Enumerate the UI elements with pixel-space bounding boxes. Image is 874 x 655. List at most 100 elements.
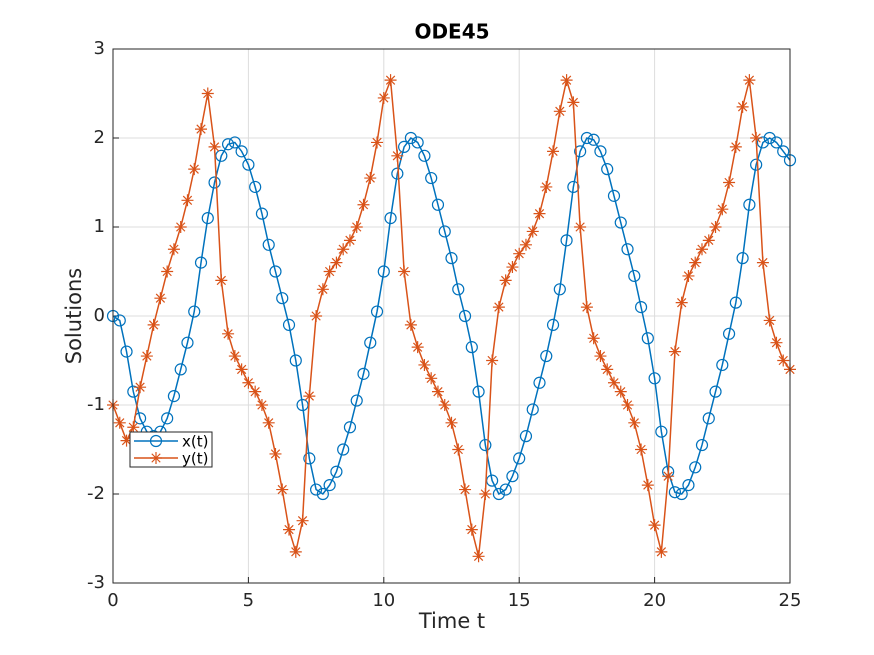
- data-point: [215, 274, 228, 287]
- data-point: [540, 349, 553, 363]
- data-point: [743, 74, 756, 87]
- data-point: [269, 265, 282, 278]
- data-point: [567, 96, 580, 109]
- data-point: [221, 138, 235, 151]
- series: [106, 131, 797, 501]
- data-point: [594, 145, 607, 158]
- data-point: [750, 132, 763, 144]
- data-point: [533, 207, 546, 220]
- data-point: [167, 390, 181, 403]
- data-point: [506, 261, 519, 274]
- data-point: [283, 523, 296, 536]
- data-point: [330, 256, 343, 269]
- data-point: [154, 292, 167, 305]
- series: [107, 74, 796, 563]
- data-point: [601, 163, 614, 176]
- data-point: [188, 305, 201, 318]
- data-point: [729, 140, 742, 153]
- y-tick-label: 2: [94, 127, 105, 148]
- data-point: [607, 189, 621, 202]
- data-point: [404, 318, 417, 331]
- data-point: [316, 283, 329, 296]
- data-point: [709, 221, 722, 233]
- data-point: [553, 283, 566, 296]
- data-point: [519, 430, 533, 443]
- x-tick-label: 5: [243, 590, 254, 611]
- data-point: [364, 172, 377, 185]
- data-point: [147, 318, 160, 331]
- y-tick-label: -3: [87, 572, 105, 593]
- data-point: [418, 358, 431, 371]
- data-point: [161, 412, 174, 425]
- data-point: [296, 514, 309, 527]
- data-point: [560, 74, 573, 87]
- data-point: [479, 438, 492, 452]
- data-point: [655, 425, 668, 438]
- data-point: [249, 180, 262, 194]
- data-point: [716, 203, 729, 216]
- data-point: [445, 416, 458, 429]
- data-point: [398, 265, 411, 278]
- y-tick-label: -2: [87, 483, 105, 504]
- data-point: [357, 367, 370, 380]
- data-point: [310, 483, 323, 496]
- data-point: [729, 296, 742, 309]
- legend-marker: [150, 452, 162, 464]
- data-point: [634, 301, 648, 314]
- data-point: [255, 399, 268, 411]
- data-point: [316, 487, 329, 501]
- data-point: [113, 314, 126, 327]
- data-point: [343, 234, 356, 247]
- data-point: [574, 145, 587, 158]
- data-point: [580, 131, 594, 145]
- data-point: [574, 221, 587, 233]
- data-point: [486, 354, 499, 367]
- data-point: [371, 136, 384, 149]
- data-point: [547, 145, 560, 158]
- data-point: [113, 416, 126, 429]
- data-point: [201, 212, 214, 225]
- data-point: [282, 318, 296, 331]
- data-point: [384, 212, 397, 225]
- data-point: [709, 385, 722, 398]
- data-point: [628, 416, 641, 429]
- data-point: [181, 194, 194, 207]
- data-point: [641, 479, 654, 492]
- data-point: [628, 269, 641, 283]
- data-point: [127, 421, 140, 434]
- data-point: [364, 336, 377, 349]
- data-point: [655, 545, 668, 558]
- data-point: [418, 149, 431, 162]
- data-point: [303, 452, 316, 465]
- data-point: [370, 305, 384, 318]
- data-point: [770, 136, 783, 149]
- data-point: [337, 443, 350, 456]
- data-point: [377, 91, 390, 104]
- data-point: [167, 243, 180, 256]
- data-point: [580, 301, 593, 314]
- data-point: [716, 358, 729, 372]
- data-point: [222, 327, 235, 340]
- data-point: [377, 265, 390, 278]
- data-point: [722, 327, 736, 340]
- data-point: [174, 221, 187, 233]
- data-point: [350, 221, 363, 233]
- data-point: [526, 403, 539, 416]
- data-point: [201, 87, 214, 100]
- data-point: [668, 345, 681, 358]
- data-point: [343, 421, 357, 434]
- x-axis-label: Time t: [418, 609, 485, 633]
- data-point: [736, 100, 749, 113]
- data-point: [208, 140, 221, 153]
- data-point: [506, 470, 519, 483]
- data-point: [567, 180, 580, 194]
- data-point: [296, 398, 309, 412]
- data-point: [235, 145, 248, 158]
- data-point: [228, 350, 241, 363]
- data-point: [763, 314, 776, 327]
- data-point: [519, 238, 532, 251]
- x-tick-label: 0: [107, 590, 118, 611]
- data-point: [337, 243, 350, 256]
- data-point: [499, 274, 512, 287]
